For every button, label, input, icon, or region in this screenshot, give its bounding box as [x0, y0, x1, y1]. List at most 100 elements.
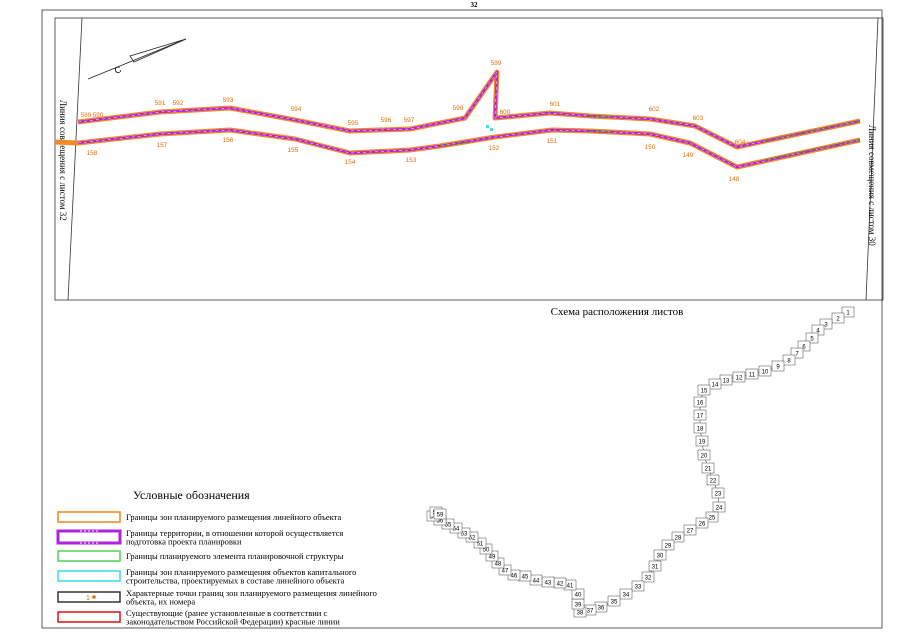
point-label: 602 [649, 106, 660, 113]
overview-sheet: 34 [619, 588, 633, 600]
overview-sheet-label: 40 [575, 593, 582, 599]
point-label: 595 [348, 120, 359, 127]
main-map-frame [54, 17, 884, 301]
legend-item-text: Границы зон планируемого размещения лине… [126, 512, 341, 522]
point-label: 600 [500, 109, 511, 116]
legend-symbol [57, 611, 121, 623]
overview-sheet-label: 32 [645, 576, 652, 582]
overview-sheet-label: 6 [802, 345, 806, 351]
overview-sheet: 44 [529, 574, 543, 586]
overview-sheet-label: 13 [723, 379, 730, 385]
overview-sheet: 35 [607, 595, 621, 607]
overview-sheet: 23 [711, 487, 725, 499]
overview-sheet: 30 [653, 549, 667, 561]
point-label: 593 [223, 97, 234, 104]
overview-sheet: 3 [819, 318, 833, 330]
overview-sheet-label: 30 [657, 554, 664, 560]
overview-sheet: 13 [719, 374, 733, 386]
point-label: 604 [735, 139, 746, 146]
sheet-frame [41, 9, 883, 629]
legend: Границы зон планируемого размещения лине… [56, 511, 377, 627]
point-label: 149 [683, 152, 694, 159]
overview-sheet-label: 33 [635, 585, 642, 591]
overview-sheet-label: 1 [846, 311, 850, 317]
overview-sheet-label: 38 [577, 611, 584, 617]
left-match-label: Линия совмещения с листом 32 [58, 100, 68, 221]
legend-item: Границы планируемого элемента планировоч… [57, 550, 344, 562]
overview-sheet-label: 4 [816, 329, 820, 335]
overview-sheet: 15 [697, 384, 711, 396]
overview-sheet-label: 52 [469, 536, 476, 542]
overview-sheet: 22 [706, 474, 720, 486]
overview-sheet-label: 9 [776, 365, 780, 371]
lower-point-labels: 158 157 156 155 154 153 152 151 150 149 148 [87, 137, 740, 183]
overview-sheet-label: 59 [437, 513, 444, 519]
overview-sheet-label: 22 [710, 479, 717, 485]
legend-item: Границы зон планируемого размещения объе… [57, 567, 356, 586]
legend-item: Границы зон планируемого размещения лине… [57, 511, 341, 523]
overview-sheet-label: 20 [701, 454, 708, 460]
legend-item: Существующие (ранее установленные в соот… [57, 608, 340, 627]
legend-symbol-label: 1 [86, 595, 90, 602]
overview-sheet: 14 [708, 378, 722, 390]
overview-sheet-label: 42 [557, 582, 564, 588]
overview-sheet-label: 26 [699, 522, 706, 528]
overview-title: Схема расположения листов [551, 306, 684, 318]
overview-sheet-label: 17 [697, 414, 704, 420]
overview-sheet-label: 11 [749, 373, 756, 379]
north-arrow-icon: С [87, 38, 187, 80]
overview-sheet-label: 25 [709, 516, 716, 522]
point-label: 596 [381, 117, 392, 124]
overview-sheet-label: 10 [762, 370, 769, 376]
overview-sheet-label: 3 [824, 323, 828, 329]
legend-item-text: Границы зон планируемого размещения объе… [126, 567, 356, 586]
overview-sheet: 45 [518, 570, 532, 582]
overview-sheet-label: 46 [511, 574, 518, 580]
legend-title: Условные обозначения [133, 488, 250, 502]
overview-sheet-label: 34 [623, 593, 630, 599]
overview-sheet-label: 53 [461, 532, 468, 538]
point-label: 150 [645, 144, 656, 151]
overview-sheet: 16 [693, 396, 707, 408]
overview-sheet: 2 [831, 312, 845, 324]
overview-sheet: 31 [648, 560, 662, 572]
overview-sheet-label: 45 [522, 575, 529, 581]
overview-sheet-label: 24 [716, 506, 723, 512]
point-label: 156 [223, 137, 234, 144]
overview-sheet-label: 56 [437, 519, 444, 525]
overview-sheet: 47 [498, 564, 512, 576]
overview-sheet: 12 [732, 371, 746, 383]
point-label: 603 [693, 115, 704, 122]
lower-boundary [54, 127, 861, 170]
overview-sheet: 40 [571, 588, 585, 600]
upper-point-labels: 589 590 591 592 593 594 595 596 597 598 599 600 601 6… [81, 60, 746, 146]
overview-sheet: 10 [758, 365, 772, 377]
point-label: 591 [155, 100, 166, 107]
overview-sheet-label: 12 [736, 376, 743, 382]
overview-sheet-label: 35 [611, 600, 618, 606]
overview-sheet: 20 [697, 449, 711, 461]
overview-sheet: 32 [641, 571, 655, 583]
overview-sheet-label: 36 [598, 606, 605, 612]
overview-sheet: 36 [594, 601, 608, 613]
north-label: С [113, 64, 123, 76]
overview-sheet: 7 [790, 347, 804, 359]
overview-sheet-label: 48 [495, 562, 502, 568]
overview-sheet-label: 14 [712, 383, 719, 389]
legend-item-text: Существующие (ранее установленные в соот… [126, 608, 340, 627]
right-match-line [865, 17, 879, 301]
overview-sheet: 29 [661, 539, 675, 551]
point-label: 598 [453, 105, 464, 112]
point-label: 599 [491, 60, 502, 67]
legend-item-text: Характерные точки границ зон планируемог… [126, 588, 377, 607]
overview-sheet-label: 49 [489, 555, 496, 561]
overview-sheet-label: 2 [836, 317, 840, 323]
legend-item-text: Границы планируемого элемента планировоч… [126, 551, 344, 561]
overview-sheet: 26 [695, 517, 709, 529]
point-label: 592 [173, 100, 184, 107]
overview-sheet-label: 21 [705, 467, 712, 473]
overview-sheet-label: 28 [675, 536, 682, 542]
overview-sheet: 25 [705, 511, 719, 523]
legend-symbol [57, 511, 121, 523]
overview-sheet: 28 [671, 531, 685, 543]
